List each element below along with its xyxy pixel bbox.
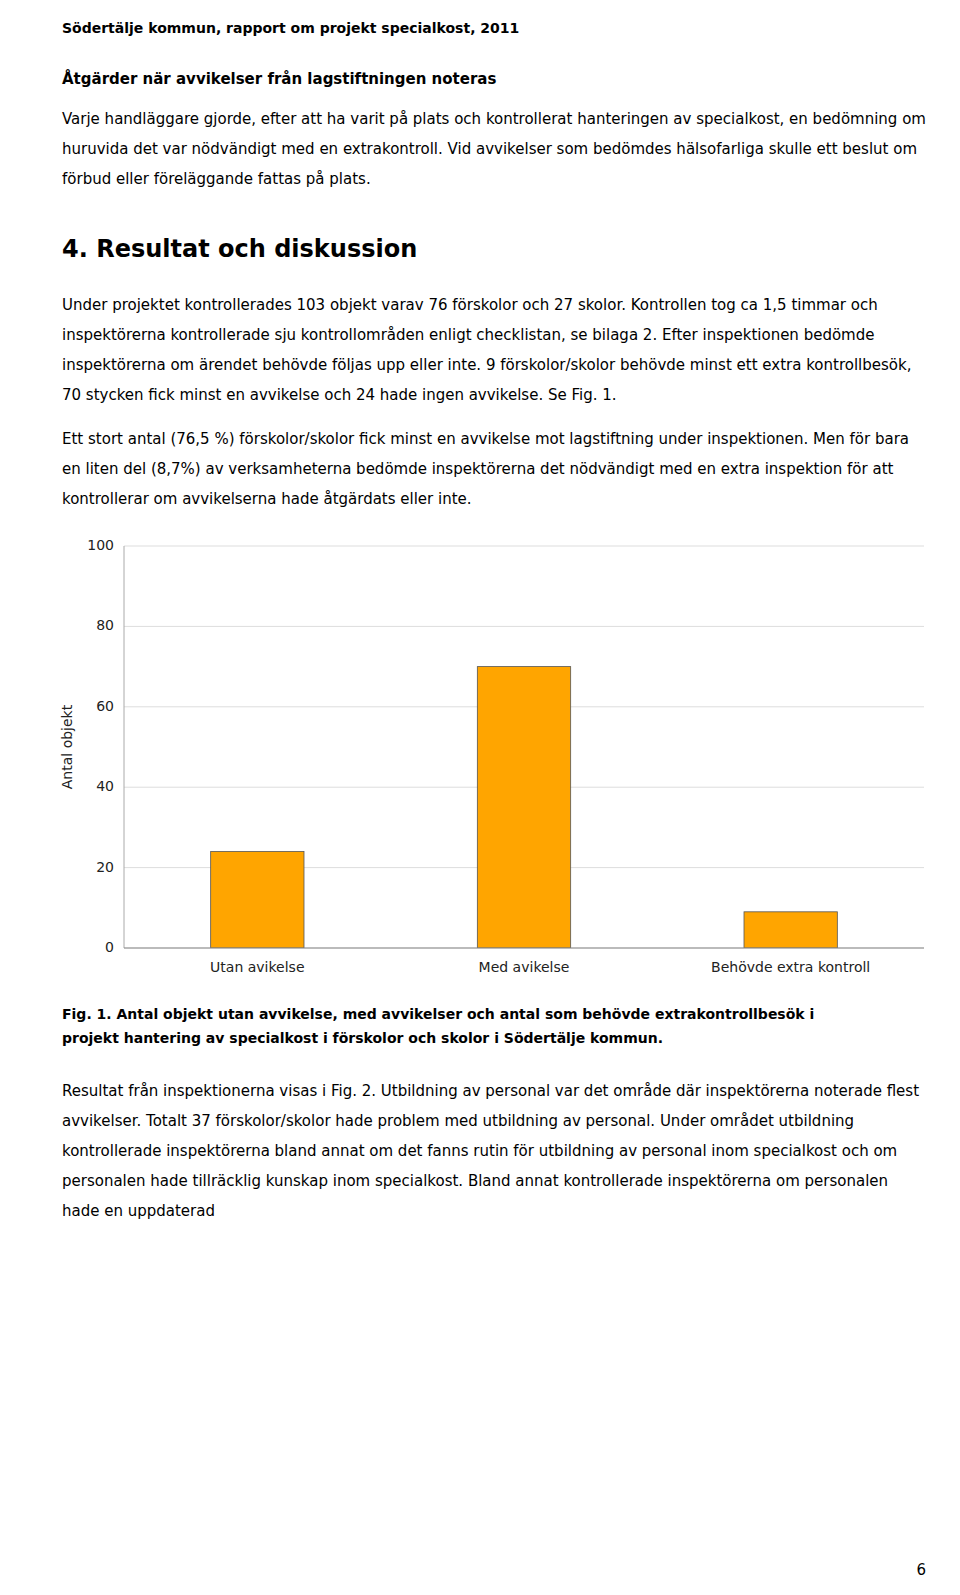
body-after-figure: Resultat från inspektionerna visas i Fig… bbox=[62, 1076, 926, 1226]
figure-caption: Fig. 1. Antal objekt utan avvikelse, med… bbox=[62, 1002, 926, 1050]
bar bbox=[211, 852, 304, 948]
bars bbox=[211, 667, 838, 948]
bar-chart: 0 20 40 60 80 100 Utan avikelse Med avikelse Beh… bbox=[50, 532, 940, 992]
grid-line bbox=[124, 948, 924, 949]
y-tick-label: 20 bbox=[96, 859, 114, 875]
bar bbox=[744, 912, 837, 948]
y-tick-label: 40 bbox=[96, 778, 114, 794]
y-tick-label: 0 bbox=[105, 939, 114, 955]
y-tick-label: 100 bbox=[87, 537, 114, 553]
bar bbox=[477, 667, 570, 948]
chapter-body: Under projektet kontrollerades 103 objek… bbox=[62, 290, 926, 410]
caption-line: Fig. 1. Antal objekt utan avvikelse, med… bbox=[62, 1002, 926, 1026]
page-content: Södertälje kommun, rapport om projekt sp… bbox=[62, 18, 926, 1226]
x-tick-label: Behövde extra kontroll bbox=[711, 959, 870, 975]
grid-line bbox=[124, 546, 924, 547]
paragraph-body: Ett stort antal (76,5 %) förskolor/skolo… bbox=[62, 424, 926, 514]
x-tick-label: Utan avikelse bbox=[210, 959, 304, 975]
x-axis: Utan avikelse Med avikelse Behövde extra k… bbox=[210, 959, 870, 975]
section-heading: Åtgärder när avvikelser från lagstiftnin… bbox=[62, 68, 926, 90]
caption-line: projekt hantering av specialkost i försk… bbox=[62, 1026, 926, 1050]
grid bbox=[124, 546, 924, 948]
y-tick-label: 60 bbox=[96, 698, 114, 714]
y-axis-line bbox=[124, 546, 125, 948]
page-number: 6 bbox=[916, 1561, 926, 1579]
grid-line bbox=[124, 626, 924, 627]
x-tick-label: Med avikelse bbox=[479, 959, 570, 975]
y-axis: 0 20 40 60 80 100 bbox=[87, 537, 114, 955]
chapter-heading: 4. Resultat och diskussion bbox=[62, 234, 926, 264]
page-body: {"page_title": "Södertälje kommun, rappo… bbox=[0, 0, 960, 1595]
y-tick-label: 80 bbox=[96, 617, 114, 633]
y-axis-label: Antal objekt bbox=[59, 704, 75, 789]
page-title: Södertälje kommun, rapport om projekt sp… bbox=[62, 18, 926, 38]
x-axis-line bbox=[124, 948, 924, 949]
section-body: Varje handläggare gjorde, efter att ha v… bbox=[62, 104, 926, 194]
